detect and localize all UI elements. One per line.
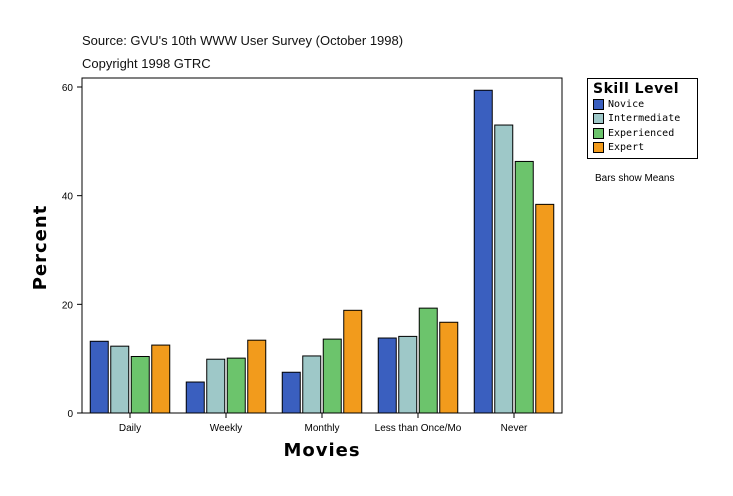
bar-expert-1 xyxy=(247,339,267,414)
legend-swatch xyxy=(593,127,604,139)
bar-novice-0 xyxy=(89,340,109,414)
y-tick-label: 60 xyxy=(62,83,74,94)
bar-experienced-1 xyxy=(226,357,246,414)
legend-swatch xyxy=(593,113,604,125)
x-tick-label: Weekly xyxy=(210,423,243,434)
bar-intermediate-0 xyxy=(110,345,130,414)
legend-item-experienced: Experienced xyxy=(593,126,697,141)
copyright-caption: Copyright 1998 GTRC xyxy=(82,56,211,71)
x-tick-label: Daily xyxy=(119,423,141,434)
x-axis-title: Movies xyxy=(283,440,360,461)
bar-expert-3 xyxy=(439,321,459,414)
bar-experienced-2 xyxy=(322,338,342,414)
y-tick-label: 20 xyxy=(62,300,74,311)
bars-note: Bars show Means xyxy=(595,173,675,184)
bar-expert-4 xyxy=(535,203,555,414)
legend-swatch xyxy=(593,98,604,110)
bar-novice-3 xyxy=(377,337,397,414)
y-tick-label: 40 xyxy=(62,192,74,203)
legend-swatch xyxy=(593,142,604,154)
bar-intermediate-1 xyxy=(206,358,226,414)
bar-experienced-3 xyxy=(418,307,438,414)
bar-intermediate-3 xyxy=(398,335,418,414)
legend-item-novice: Novice xyxy=(593,97,697,112)
bar-novice-2 xyxy=(281,371,301,414)
legend-label: Expert xyxy=(608,142,645,154)
bar-intermediate-2 xyxy=(302,355,322,414)
source-caption: Source: GVU's 10th WWW User Survey (Octo… xyxy=(82,33,404,48)
y-tick-label: 0 xyxy=(67,409,73,420)
x-tick-label: Monthly xyxy=(304,423,339,434)
legend-item-expert: Expert xyxy=(593,141,697,156)
legend-title: Skill Level xyxy=(593,81,679,97)
x-tick-label: Less than Once/Mo xyxy=(375,423,462,434)
bar-novice-4 xyxy=(473,89,493,414)
legend-label: Novice xyxy=(608,98,645,110)
bar-intermediate-4 xyxy=(494,124,514,414)
bar-novice-1 xyxy=(185,381,205,414)
legend: Skill Level Novice Intermediate Experience… xyxy=(587,78,698,159)
bar-expert-2 xyxy=(343,309,363,414)
y-axis-title: Percent xyxy=(30,205,51,291)
bar-experienced-0 xyxy=(130,355,150,414)
bar-expert-0 xyxy=(151,344,171,414)
x-tick-label: Never xyxy=(501,423,528,434)
legend-label: Experienced xyxy=(608,127,675,139)
bar-experienced-4 xyxy=(514,160,534,414)
legend-item-intermediate: Intermediate xyxy=(593,112,697,127)
legend-label: Intermediate xyxy=(608,113,681,125)
